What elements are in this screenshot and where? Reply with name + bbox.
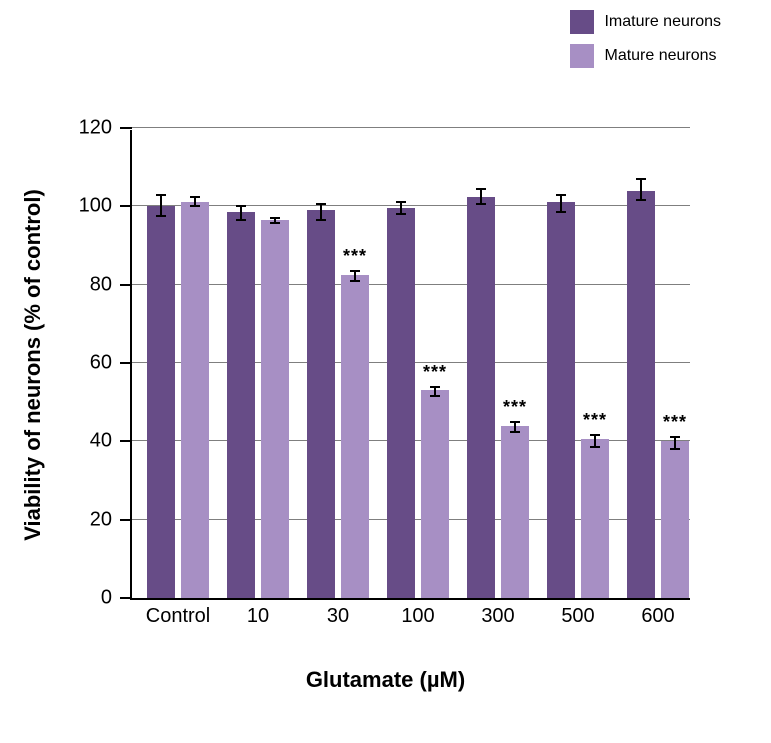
error-cap [670, 436, 680, 438]
error-cap [590, 446, 600, 448]
error-cap [636, 178, 646, 180]
x-tick-label: 10 [247, 605, 269, 628]
error-cap [636, 199, 646, 201]
grid-line [132, 205, 690, 206]
bar-series1 [387, 208, 415, 598]
bar-series2 [581, 439, 609, 598]
error-cap [430, 395, 440, 397]
x-tick-label: Control [146, 605, 210, 628]
error-cap [396, 201, 406, 203]
x-tick-label: 500 [561, 605, 594, 628]
error-cap [270, 217, 280, 219]
error-bar [160, 195, 162, 217]
x-tick-label: 100 [401, 605, 434, 628]
error-cap [556, 194, 566, 196]
y-tick [120, 597, 132, 599]
grid-line [132, 127, 690, 128]
legend-swatch-2 [570, 44, 594, 68]
error-cap [350, 270, 360, 272]
y-tick-label: 120 [62, 117, 112, 140]
y-tick-label: 80 [62, 273, 112, 296]
bar-series1 [467, 197, 495, 598]
error-cap [510, 431, 520, 433]
error-bar [240, 206, 242, 220]
bar-series1 [227, 212, 255, 598]
legend-label-1: Imature neurons [604, 13, 721, 31]
y-tick-label: 100 [62, 195, 112, 218]
error-cap [156, 194, 166, 196]
y-tick [120, 205, 132, 207]
error-cap [270, 222, 280, 224]
error-cap [236, 205, 246, 207]
legend-label-2: Mature neurons [604, 47, 716, 65]
error-bar [560, 195, 562, 213]
error-cap [670, 448, 680, 450]
x-tick-label: 300 [481, 605, 514, 628]
error-cap [430, 386, 440, 388]
y-axis-label: Viability of neurons (% of control) [20, 189, 46, 541]
x-tick-label: 30 [327, 605, 349, 628]
bar-series2 [501, 426, 529, 598]
y-tick [120, 519, 132, 521]
x-axis-label: Glutamate (µM) [306, 667, 465, 693]
x-tick-label: 600 [641, 605, 674, 628]
error-cap [590, 434, 600, 436]
error-bar [640, 179, 642, 201]
significance-label: *** [583, 410, 607, 431]
significance-label: *** [503, 397, 527, 418]
bar-series2 [421, 390, 449, 598]
legend-item-1: Imature neurons [570, 10, 721, 34]
y-tick-label: 0 [62, 587, 112, 610]
error-cap [510, 421, 520, 423]
error-cap [316, 219, 326, 221]
error-bar [480, 189, 482, 205]
error-cap [350, 280, 360, 282]
significance-label: *** [663, 412, 687, 433]
y-tick-label: 60 [62, 352, 112, 375]
y-tick [120, 440, 132, 442]
error-cap [476, 203, 486, 205]
error-bar [320, 204, 322, 220]
bar-series1 [147, 206, 175, 598]
bar-series1 [547, 202, 575, 598]
legend-item-2: Mature neurons [570, 44, 721, 68]
plot-area: 020406080100120Control10***30***100***30… [130, 130, 690, 600]
significance-label: *** [343, 246, 367, 267]
bar-series1 [627, 191, 655, 598]
error-cap [316, 203, 326, 205]
y-tick-label: 40 [62, 430, 112, 453]
y-tick-label: 20 [62, 508, 112, 531]
bar-series1 [307, 210, 335, 598]
y-tick [120, 127, 132, 129]
chart-container: Imature neurons Mature neurons Viability… [0, 0, 771, 743]
legend-swatch-1 [570, 10, 594, 34]
error-cap [556, 211, 566, 213]
y-tick [120, 362, 132, 364]
error-cap [236, 219, 246, 221]
bar-series2 [661, 441, 689, 598]
significance-label: *** [423, 362, 447, 383]
error-cap [190, 205, 200, 207]
bar-series2 [341, 275, 369, 598]
bar-series2 [181, 202, 209, 598]
error-cap [190, 196, 200, 198]
error-cap [156, 215, 166, 217]
y-tick [120, 284, 132, 286]
legend: Imature neurons Mature neurons [570, 10, 721, 78]
bar-series2 [261, 220, 289, 598]
error-cap [476, 188, 486, 190]
error-cap [396, 213, 406, 215]
